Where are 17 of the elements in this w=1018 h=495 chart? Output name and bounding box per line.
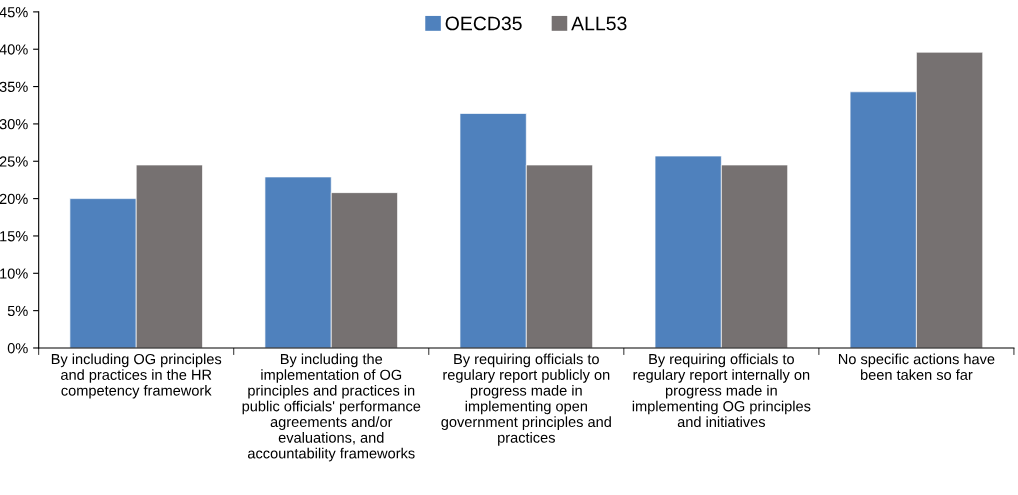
y-tick-label: 45%	[0, 7, 28, 18]
y-tick-label: 20%	[0, 193, 28, 205]
y-tick-label: 30%	[0, 119, 28, 130]
legend-label: OECD35	[445, 16, 522, 31]
x-tick-label: By requiring officials to regulary report publicly on progress made in implementing open government principles and practices	[441, 353, 611, 446]
x-tick-label: By including OG principles and practices in the HR competency framework	[51, 353, 222, 399]
y-tick-label: 40%	[0, 44, 28, 55]
y-tick-label: 35%	[0, 81, 28, 92]
x-tick-label: By including the implementation of OG principles and practices in public officials' performance agreements and/or evaluations, and accountability frameworks	[242, 353, 421, 462]
y-tick-label: 15%	[0, 231, 28, 242]
y-tick-label: 0%	[7, 343, 28, 354]
y-tick-label: 10%	[0, 268, 28, 279]
legend-label: ALL53	[571, 16, 627, 31]
x-tick-label: No specific actions have been taken so far	[838, 353, 995, 380]
x-tick-label: By requiring officials to regulary report internally on progress made in implementing OG principles and initiatives	[632, 353, 811, 428]
y-tick-label: 25%	[0, 156, 28, 167]
y-tick-label: 5%	[7, 305, 28, 317]
